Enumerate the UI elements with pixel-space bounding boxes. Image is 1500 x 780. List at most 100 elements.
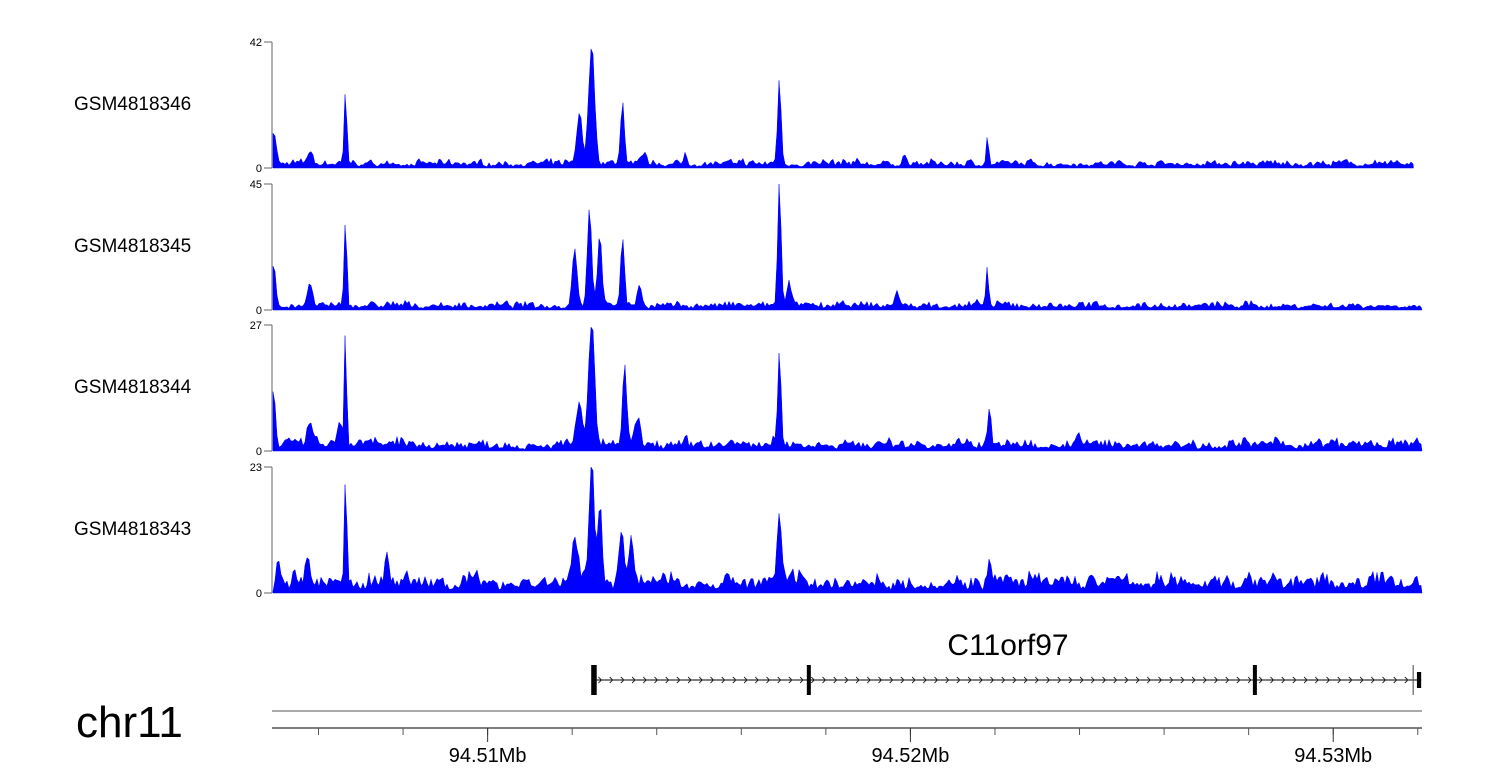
gene-exon bbox=[1416, 672, 1422, 688]
strand-arrow bbox=[777, 676, 782, 684]
track-label: GSM4818346 bbox=[74, 94, 191, 115]
strand-arrow bbox=[631, 676, 636, 684]
genomic-axis: chr11 94.51Mb 94.52Mb 94.53Mb bbox=[76, 698, 1422, 767]
strand-arrow bbox=[1012, 676, 1017, 684]
coverage-area bbox=[272, 466, 1423, 594]
coverage-tracks: GSM4818346420GSM4818345450GSM4818344270G… bbox=[74, 37, 1423, 600]
strand-arrow bbox=[1214, 676, 1219, 684]
strand-arrow bbox=[1303, 676, 1308, 684]
strand-arrow bbox=[1225, 676, 1230, 684]
x-tick-label: 94.51Mb bbox=[449, 745, 527, 767]
strand-arrow bbox=[799, 676, 804, 684]
strand-arrow bbox=[620, 676, 625, 684]
track-GSM4818345: GSM4818345 45 0 bbox=[74, 179, 1423, 317]
strand-arrow bbox=[1113, 676, 1118, 684]
strand-arrow bbox=[1057, 676, 1062, 684]
strand-arrow bbox=[889, 676, 894, 684]
strand-arrow bbox=[1258, 676, 1263, 684]
strand-arrow bbox=[1090, 676, 1095, 684]
strand-arrow bbox=[1247, 676, 1252, 684]
strand-arrow bbox=[833, 676, 838, 684]
strand-arrow bbox=[654, 676, 659, 684]
y-tick-label-max: 23 bbox=[250, 462, 262, 474]
strand-arrow bbox=[1337, 676, 1342, 684]
track-label: GSM4818343 bbox=[74, 519, 191, 540]
track-GSM4818346: GSM4818346 42 0 bbox=[74, 37, 1414, 175]
strand-arrow bbox=[1393, 676, 1398, 684]
strand-arrow bbox=[855, 676, 860, 684]
track-GSM4818344: GSM4818344 27 0 bbox=[74, 320, 1423, 458]
strand-arrow bbox=[967, 676, 972, 684]
y-tick-label-max: 45 bbox=[250, 179, 262, 191]
strand-arrow bbox=[732, 676, 737, 684]
strand-arrow bbox=[710, 676, 715, 684]
strand-arrow bbox=[822, 676, 827, 684]
strand-arrow bbox=[1135, 676, 1140, 684]
strand-arrow bbox=[1191, 676, 1196, 684]
strand-arrow bbox=[810, 676, 815, 684]
strand-arrow bbox=[1169, 676, 1174, 684]
strand-arrow bbox=[1023, 676, 1028, 684]
strand-arrow bbox=[754, 676, 759, 684]
strand-arrow bbox=[978, 676, 983, 684]
strand-arrow bbox=[844, 676, 849, 684]
y-tick-label-min: 0 bbox=[256, 163, 262, 175]
x-tick-label: 94.52Mb bbox=[871, 745, 949, 767]
strand-arrow bbox=[1146, 676, 1151, 684]
gene-exon bbox=[591, 665, 597, 695]
strand-arrow bbox=[945, 676, 950, 684]
strand-arrow bbox=[743, 676, 748, 684]
strand-arrow bbox=[1292, 676, 1297, 684]
x-tick-label: 94.53Mb bbox=[1294, 745, 1372, 767]
strand-arrow bbox=[1180, 676, 1185, 684]
chromosome-label: chr11 bbox=[76, 698, 183, 747]
track-label: GSM4818345 bbox=[74, 236, 191, 257]
strand-arrow bbox=[1314, 676, 1319, 684]
y-tick-label-min: 0 bbox=[256, 305, 262, 317]
strand-arrow bbox=[1124, 676, 1129, 684]
strand-arrow bbox=[1068, 676, 1073, 684]
strand-arrow bbox=[642, 676, 647, 684]
strand-arrow bbox=[1001, 676, 1006, 684]
strand-arrow bbox=[1370, 676, 1375, 684]
strand-arrow bbox=[687, 676, 692, 684]
strand-arrow bbox=[934, 676, 939, 684]
strand-arrow bbox=[665, 676, 670, 684]
strand-arrow bbox=[1102, 676, 1107, 684]
strand-arrow bbox=[922, 676, 927, 684]
strand-arrow bbox=[698, 676, 703, 684]
y-tick-label-max: 42 bbox=[250, 37, 262, 49]
y-tick-label-min: 0 bbox=[256, 446, 262, 458]
strand-arrow bbox=[1281, 676, 1286, 684]
strand-arrow bbox=[609, 676, 614, 684]
track-GSM4818343: GSM4818343 23 0 bbox=[74, 462, 1423, 600]
gene-exon bbox=[806, 665, 811, 695]
strand-arrow bbox=[1158, 676, 1163, 684]
strand-arrow bbox=[788, 676, 793, 684]
coverage-area bbox=[272, 183, 1423, 311]
strand-arrow bbox=[1326, 676, 1331, 684]
strand-arrow bbox=[878, 676, 883, 684]
y-tick-label-min: 0 bbox=[256, 588, 262, 600]
strand-arrow bbox=[900, 676, 905, 684]
strand-arrow bbox=[866, 676, 871, 684]
strand-arrow bbox=[1359, 676, 1364, 684]
strand-arrow bbox=[1236, 676, 1241, 684]
strand-arrow bbox=[1382, 676, 1387, 684]
strand-arrow bbox=[1202, 676, 1207, 684]
strand-arrow bbox=[911, 676, 916, 684]
coverage-area bbox=[272, 326, 1423, 452]
coverage-area bbox=[272, 48, 1414, 169]
strand-arrow bbox=[676, 676, 681, 684]
strand-arrow bbox=[1270, 676, 1275, 684]
strand-arrow bbox=[990, 676, 995, 684]
track-label: GSM4818344 bbox=[74, 377, 192, 398]
strand-arrow bbox=[766, 676, 771, 684]
strand-arrow bbox=[1348, 676, 1353, 684]
gene-name-label: C11orf97 bbox=[947, 629, 1068, 662]
strand-arrow bbox=[721, 676, 726, 684]
gene-track: C11orf97 bbox=[591, 629, 1422, 695]
strand-arrow bbox=[956, 676, 961, 684]
y-tick-label-max: 27 bbox=[250, 320, 262, 332]
